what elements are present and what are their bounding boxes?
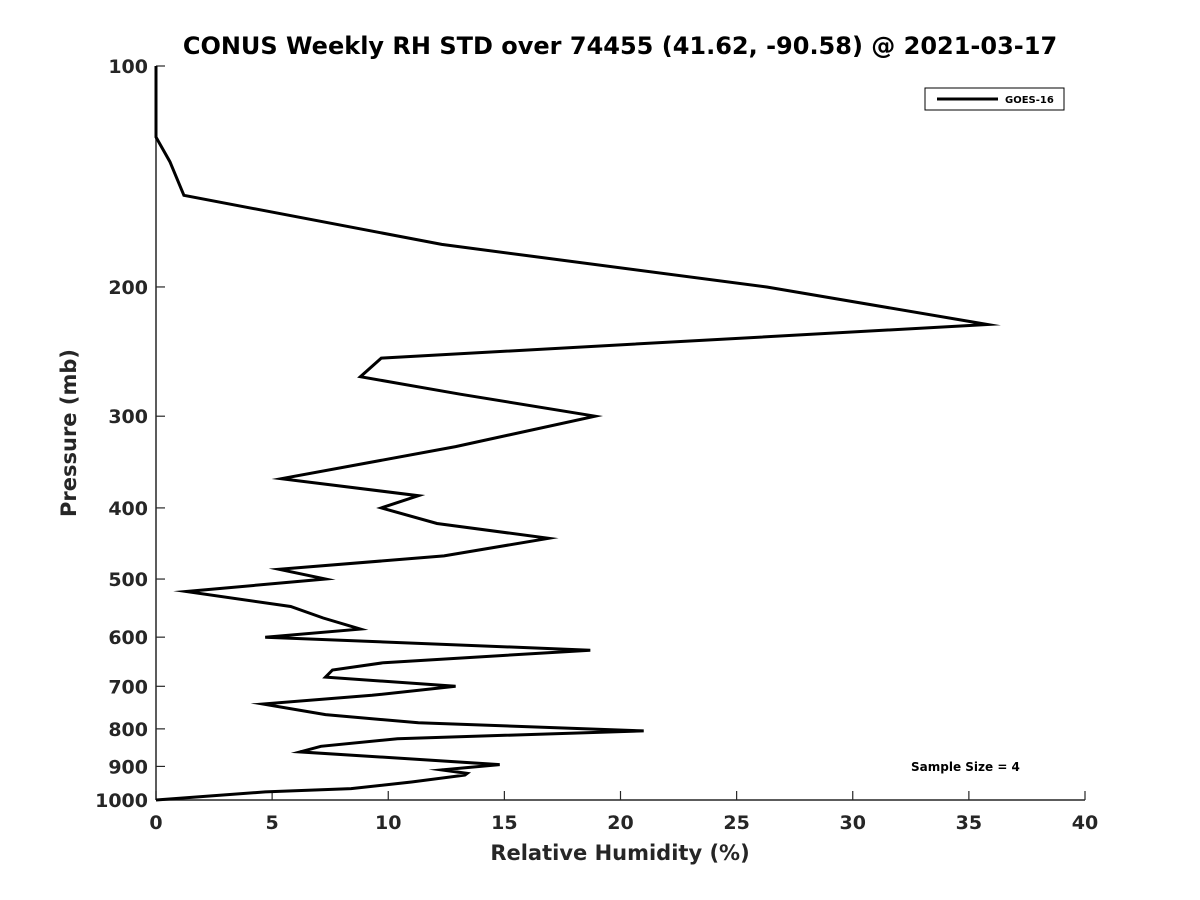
y-tick-label: 500 — [108, 569, 148, 591]
x-axis-label: Relative Humidity (%) — [490, 841, 749, 865]
series-line-1 — [154, 66, 1001, 802]
x-tick-label: 5 — [266, 812, 279, 834]
y-tick-label: 600 — [108, 627, 148, 649]
x-tick-label: 20 — [607, 812, 633, 834]
y-axis-label: Pressure (mb) — [57, 349, 81, 517]
legend: GOES-16 — [924, 87, 1065, 111]
y-tick-label: 400 — [108, 498, 148, 520]
legend-entry-goes-16: GOES-16 — [1005, 95, 1054, 106]
y-tick-label: 700 — [108, 676, 148, 698]
y-axis-ticks: 100 200 300 400 500 600 700 800 900 1000 — [95, 56, 165, 812]
x-tick-label: 15 — [491, 812, 517, 834]
y-tick-label: 200 — [108, 277, 148, 299]
y-tick-label: 900 — [108, 756, 148, 778]
y-tick-label: 300 — [108, 406, 148, 428]
x-tick-label: 10 — [375, 812, 401, 834]
sample-size-annotation: Sample Size = 4 — [911, 760, 1020, 774]
y-tick-label: 1000 — [95, 790, 148, 812]
y-tick-label: 100 — [108, 56, 148, 78]
x-tick-label: 30 — [840, 812, 866, 834]
x-tick-label: 40 — [1072, 812, 1098, 834]
plot-area: 0 5 10 15 20 25 30 35 40 100 200 300 400 500 600 700 80… — [95, 56, 1098, 834]
series-layer — [154, 66, 1001, 802]
axes — [155, 66, 1085, 801]
chart-title: CONUS Weekly RH STD over 74455 (41.62, -… — [183, 32, 1057, 60]
x-tick-label: 35 — [956, 812, 982, 834]
x-axis-ticks: 0 5 10 15 20 25 30 35 40 — [149, 791, 1098, 834]
x-tick-label: 0 — [149, 812, 162, 834]
y-tick-label: 800 — [108, 719, 148, 741]
x-tick-label: 25 — [723, 812, 749, 834]
